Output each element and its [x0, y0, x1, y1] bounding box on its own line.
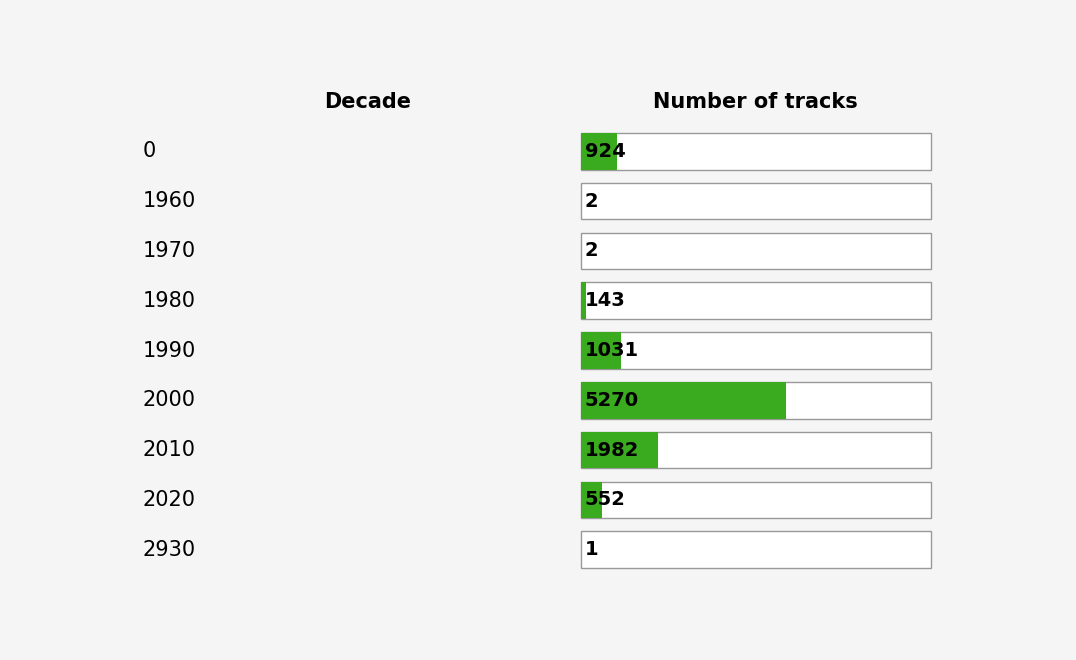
- Bar: [581, 382, 931, 418]
- Text: 1031: 1031: [585, 341, 639, 360]
- Text: 552: 552: [585, 490, 625, 510]
- Text: 1980: 1980: [143, 291, 196, 311]
- Text: Number of tracks: Number of tracks: [653, 92, 859, 112]
- Bar: [581, 133, 931, 170]
- Bar: [581, 133, 617, 170]
- Text: Decade: Decade: [325, 92, 411, 112]
- Bar: [581, 432, 657, 469]
- Text: 1990: 1990: [143, 341, 196, 360]
- Bar: [581, 332, 931, 369]
- Text: 924: 924: [585, 142, 625, 161]
- Text: 2: 2: [585, 191, 598, 211]
- Text: 143: 143: [585, 291, 625, 310]
- Text: 5270: 5270: [585, 391, 639, 410]
- Bar: [581, 482, 931, 518]
- Bar: [581, 482, 603, 518]
- Bar: [581, 432, 931, 469]
- Text: 1970: 1970: [143, 241, 196, 261]
- Text: 2: 2: [585, 242, 598, 261]
- Text: 1960: 1960: [143, 191, 196, 211]
- Text: 1982: 1982: [585, 441, 639, 459]
- Bar: [581, 531, 931, 568]
- Bar: [581, 233, 931, 269]
- Text: 2010: 2010: [143, 440, 196, 460]
- Bar: [581, 332, 621, 369]
- Bar: [581, 282, 931, 319]
- Text: 2020: 2020: [143, 490, 196, 510]
- Bar: [581, 183, 931, 220]
- Text: 2930: 2930: [143, 540, 196, 560]
- Bar: [581, 282, 586, 319]
- Bar: [581, 382, 785, 418]
- Text: 1: 1: [585, 541, 598, 559]
- Text: 2000: 2000: [143, 390, 196, 411]
- Text: 0: 0: [143, 141, 156, 161]
